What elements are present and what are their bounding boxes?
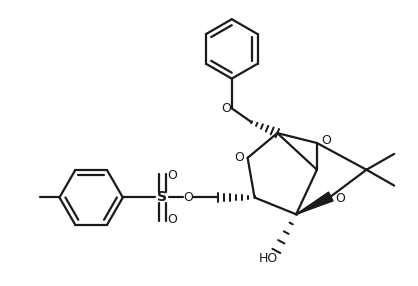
Text: O: O: [168, 213, 177, 226]
Text: O: O: [183, 191, 193, 204]
Polygon shape: [296, 192, 333, 214]
Text: O: O: [335, 192, 345, 205]
Text: O: O: [168, 169, 177, 182]
Text: HO: HO: [259, 252, 278, 265]
Text: O: O: [321, 134, 331, 146]
Text: O: O: [221, 102, 231, 115]
Text: S: S: [158, 190, 168, 204]
Text: O: O: [234, 151, 244, 164]
